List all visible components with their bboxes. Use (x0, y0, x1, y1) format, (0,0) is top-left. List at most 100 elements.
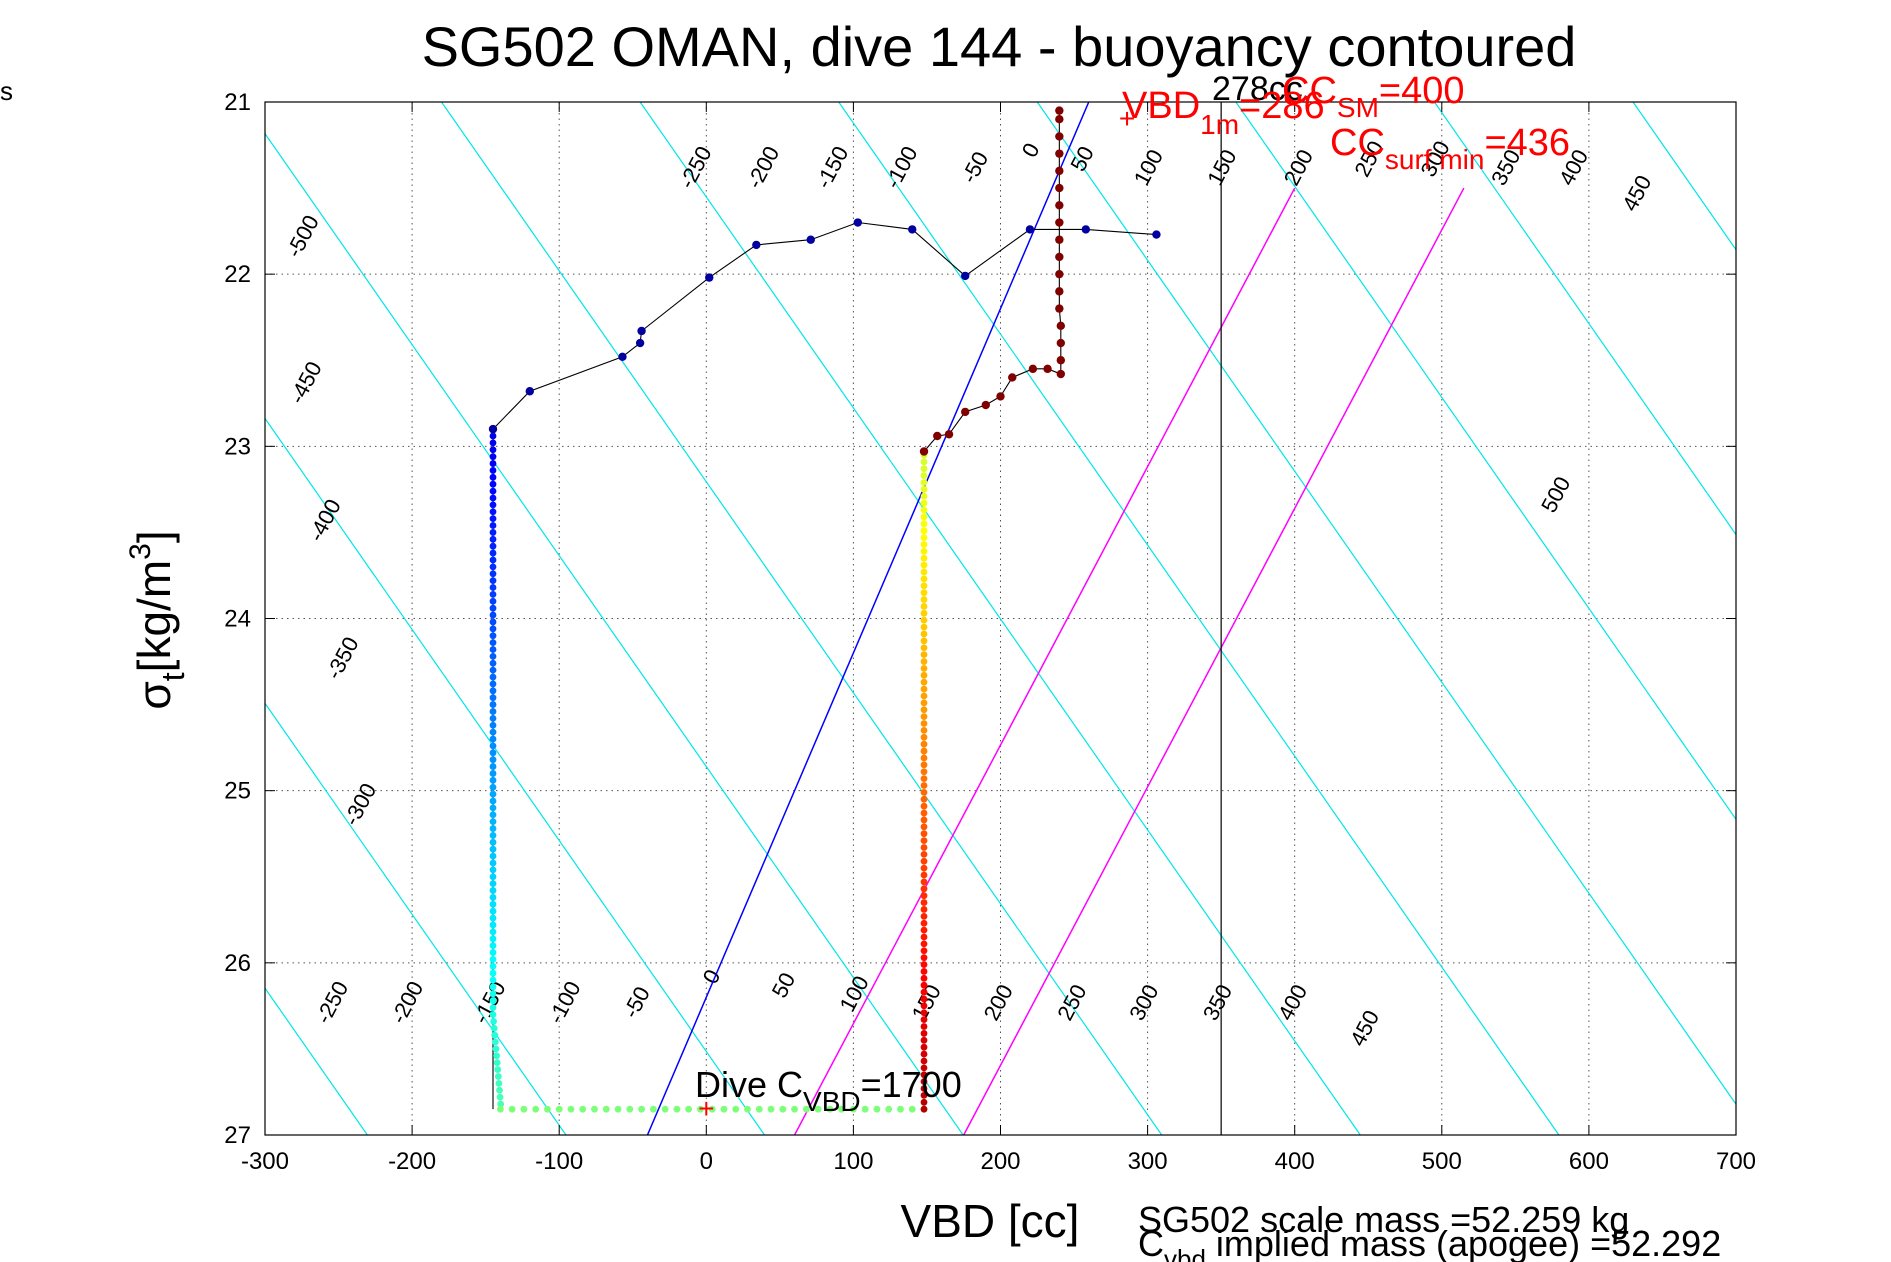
profile-point (920, 485, 928, 493)
profile-point (920, 919, 928, 927)
climb-point (996, 392, 1005, 401)
profile-point (697, 1105, 704, 1113)
profile-point (861, 1105, 869, 1113)
surface-point (908, 225, 917, 234)
profile-point (489, 749, 497, 757)
climb-point (1008, 373, 1017, 382)
profile-point (555, 1105, 563, 1113)
profile-point (908, 1105, 916, 1113)
profile-point (920, 699, 928, 707)
vbd-1m-annotation: VBD1m=286 (1122, 85, 1325, 140)
profile-point (489, 597, 497, 605)
profile-point (489, 659, 497, 667)
profile-point (494, 1073, 502, 1080)
dive-traces: ++ (488, 103, 1161, 1124)
profile-point (920, 940, 928, 948)
profile-point (489, 618, 497, 626)
profile-point (920, 1085, 928, 1092)
profile-point (489, 990, 497, 998)
magenta-line (963, 187, 1465, 1135)
profile-point (489, 818, 497, 826)
profile-point (920, 857, 928, 865)
profile-point (920, 589, 928, 597)
profile-point (489, 460, 497, 467)
profile-point (920, 609, 928, 617)
profile-point (920, 630, 928, 638)
profile-point (489, 728, 497, 736)
profile-point (626, 1105, 634, 1113)
blue-reference-line (646, 102, 1090, 1135)
profile-point (489, 542, 497, 550)
profile-point (489, 983, 497, 991)
profile-point (489, 673, 497, 681)
profile-point (489, 1011, 497, 1018)
surface-point (960, 271, 970, 281)
profile-point (489, 949, 497, 956)
profile-point (920, 995, 928, 1003)
profile-point (897, 1105, 904, 1113)
profile-point (767, 1105, 775, 1113)
profile-point (920, 561, 928, 569)
profile-point (920, 740, 928, 748)
profile-point (491, 1031, 499, 1039)
profile-point (920, 1071, 928, 1079)
contour-line (265, 417, 766, 1135)
profile-point (496, 1093, 504, 1101)
profile-point (920, 1064, 928, 1072)
profile-point (489, 680, 497, 688)
y-tick-label: 23 (224, 433, 251, 460)
cc-surf-prefix: CC (1330, 122, 1385, 164)
cc-surf-annotation: CCsurf min=436 (1330, 122, 1570, 175)
profile-point (920, 458, 928, 466)
profile-point (489, 962, 497, 970)
profile-point (490, 1024, 498, 1032)
profile-point (489, 880, 497, 888)
profile-point (489, 535, 497, 543)
profile-point (920, 1023, 928, 1030)
profile-point (638, 1105, 645, 1113)
profile-point (489, 646, 497, 653)
surface-point (488, 424, 498, 434)
profile-point (489, 955, 497, 963)
profile-point (920, 1030, 928, 1037)
profile-point (497, 1100, 505, 1108)
profile-point (814, 1105, 822, 1113)
profile-point (489, 928, 497, 936)
profile-point (920, 1036, 928, 1044)
profile-point (489, 529, 497, 536)
climb-point (1055, 166, 1064, 176)
profile-point (920, 568, 928, 576)
vbd-1m-sub: 1m (1200, 109, 1239, 140)
profile-point (491, 1038, 499, 1046)
profile-point (920, 788, 928, 796)
dive-c-prefix: Dive C (695, 1064, 803, 1105)
profile-point (489, 914, 497, 922)
profile-point (489, 763, 497, 770)
profile-point (489, 714, 497, 722)
buoyancy-contours (265, 102, 1736, 1135)
implied-sub: vbd (1164, 1244, 1206, 1262)
profile-point (920, 837, 928, 844)
profile-point (920, 802, 928, 810)
contour-line (1235, 102, 1736, 821)
profile-point (489, 446, 497, 454)
surface-point (618, 352, 627, 362)
profile-point (920, 720, 928, 727)
contour-line (441, 102, 1163, 1135)
profile-point (489, 997, 497, 1005)
profile-point (920, 974, 928, 982)
profile-point (920, 671, 928, 679)
climb-point (1056, 356, 1066, 365)
profile-point (732, 1105, 740, 1113)
climb-point (1055, 252, 1064, 262)
contour-line (265, 132, 964, 1135)
profile-point (494, 1066, 502, 1073)
profile-point (489, 756, 497, 764)
profile-point (920, 768, 928, 776)
x-tick-label: 100 (833, 1148, 873, 1175)
cc-sm-annotation: CCSM=400 (1282, 70, 1464, 123)
contour-line (639, 102, 1361, 1135)
profile-point (489, 584, 497, 591)
profile-point (920, 1002, 928, 1010)
profile-point (920, 1043, 928, 1051)
